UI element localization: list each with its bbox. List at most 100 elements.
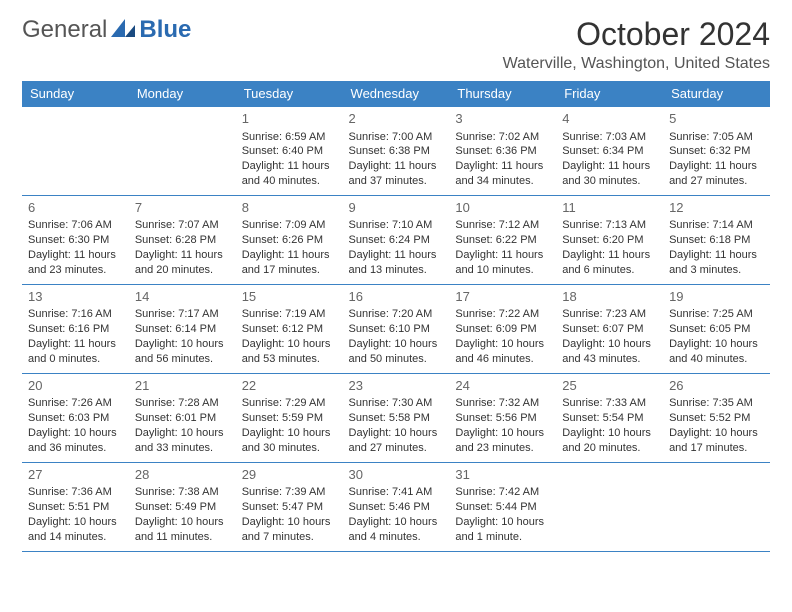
day-sunset: Sunset: 6:03 PM	[28, 411, 123, 426]
day-sunrise: Sunrise: 7:03 AM	[562, 130, 657, 145]
calendar-day-cell: 4Sunrise: 7:03 AMSunset: 6:34 PMDaylight…	[556, 107, 663, 196]
day-sunset: Sunset: 6:24 PM	[349, 233, 444, 248]
day-sunset: Sunset: 6:34 PM	[562, 144, 657, 159]
weekday-header: Friday	[556, 81, 663, 107]
calendar-day-cell: 7Sunrise: 7:07 AMSunset: 6:28 PMDaylight…	[129, 195, 236, 284]
weekday-header: Monday	[129, 81, 236, 107]
location-label: Waterville, Washington, United States	[22, 55, 770, 73]
day-daylight1: Daylight: 10 hours	[455, 337, 550, 352]
day-daylight2: and 53 minutes.	[242, 352, 337, 367]
day-sunset: Sunset: 5:49 PM	[135, 500, 230, 515]
day-daylight2: and 10 minutes.	[455, 263, 550, 278]
day-number: 5	[669, 110, 764, 128]
calendar-week-row: 6Sunrise: 7:06 AMSunset: 6:30 PMDaylight…	[22, 195, 770, 284]
day-sunset: Sunset: 5:46 PM	[349, 500, 444, 515]
day-daylight2: and 6 minutes.	[562, 263, 657, 278]
calendar-day-cell: 6Sunrise: 7:06 AMSunset: 6:30 PMDaylight…	[22, 195, 129, 284]
day-daylight2: and 17 minutes.	[669, 441, 764, 456]
logo: General Blue	[22, 16, 191, 44]
day-sunrise: Sunrise: 7:36 AM	[28, 485, 123, 500]
day-number: 21	[135, 377, 230, 395]
day-number: 30	[349, 466, 444, 484]
day-sunrise: Sunrise: 7:28 AM	[135, 396, 230, 411]
day-sunset: Sunset: 6:10 PM	[349, 322, 444, 337]
day-sunset: Sunset: 6:18 PM	[669, 233, 764, 248]
day-sunset: Sunset: 6:26 PM	[242, 233, 337, 248]
day-number: 9	[349, 199, 444, 217]
calendar-week-row: 1Sunrise: 6:59 AMSunset: 6:40 PMDaylight…	[22, 107, 770, 196]
calendar-week-row: 20Sunrise: 7:26 AMSunset: 6:03 PMDayligh…	[22, 373, 770, 462]
day-daylight1: Daylight: 10 hours	[455, 515, 550, 530]
day-sunrise: Sunrise: 7:23 AM	[562, 307, 657, 322]
day-sunset: Sunset: 6:32 PM	[669, 144, 764, 159]
calendar-day-cell	[663, 462, 770, 551]
day-daylight2: and 43 minutes.	[562, 352, 657, 367]
calendar-day-cell: 12Sunrise: 7:14 AMSunset: 6:18 PMDayligh…	[663, 195, 770, 284]
calendar-day-cell: 8Sunrise: 7:09 AMSunset: 6:26 PMDaylight…	[236, 195, 343, 284]
day-sunset: Sunset: 6:20 PM	[562, 233, 657, 248]
day-sunset: Sunset: 6:12 PM	[242, 322, 337, 337]
day-daylight1: Daylight: 10 hours	[28, 426, 123, 441]
day-daylight2: and 27 minutes.	[349, 441, 444, 456]
day-daylight2: and 3 minutes.	[669, 263, 764, 278]
day-daylight1: Daylight: 10 hours	[562, 337, 657, 352]
day-number: 25	[562, 377, 657, 395]
day-sunrise: Sunrise: 7:41 AM	[349, 485, 444, 500]
calendar-day-cell: 25Sunrise: 7:33 AMSunset: 5:54 PMDayligh…	[556, 373, 663, 462]
calendar-day-cell: 11Sunrise: 7:13 AMSunset: 6:20 PMDayligh…	[556, 195, 663, 284]
day-number: 24	[455, 377, 550, 395]
calendar-day-cell: 19Sunrise: 7:25 AMSunset: 6:05 PMDayligh…	[663, 284, 770, 373]
day-daylight2: and 23 minutes.	[28, 263, 123, 278]
calendar-day-cell: 10Sunrise: 7:12 AMSunset: 6:22 PMDayligh…	[449, 195, 556, 284]
day-number: 3	[455, 110, 550, 128]
day-sunrise: Sunrise: 7:06 AM	[28, 218, 123, 233]
calendar-day-cell: 26Sunrise: 7:35 AMSunset: 5:52 PMDayligh…	[663, 373, 770, 462]
day-sunset: Sunset: 6:09 PM	[455, 322, 550, 337]
logo-text-1: General	[22, 16, 107, 44]
day-sunrise: Sunrise: 7:14 AM	[669, 218, 764, 233]
logo-text-2: Blue	[139, 16, 191, 44]
day-sunrise: Sunrise: 7:16 AM	[28, 307, 123, 322]
day-daylight2: and 13 minutes.	[349, 263, 444, 278]
day-daylight2: and 27 minutes.	[669, 174, 764, 189]
day-daylight1: Daylight: 10 hours	[242, 426, 337, 441]
day-number: 14	[135, 288, 230, 306]
day-daylight1: Daylight: 10 hours	[349, 337, 444, 352]
day-sunset: Sunset: 5:54 PM	[562, 411, 657, 426]
weekday-header: Tuesday	[236, 81, 343, 107]
calendar-day-cell	[22, 107, 129, 196]
day-daylight2: and 7 minutes.	[242, 530, 337, 545]
day-daylight1: Daylight: 11 hours	[242, 248, 337, 263]
calendar-day-cell: 14Sunrise: 7:17 AMSunset: 6:14 PMDayligh…	[129, 284, 236, 373]
day-daylight2: and 0 minutes.	[28, 352, 123, 367]
day-daylight2: and 34 minutes.	[455, 174, 550, 189]
calendar-day-cell: 29Sunrise: 7:39 AMSunset: 5:47 PMDayligh…	[236, 462, 343, 551]
day-daylight2: and 4 minutes.	[349, 530, 444, 545]
day-sunrise: Sunrise: 7:13 AM	[562, 218, 657, 233]
day-sunrise: Sunrise: 7:09 AM	[242, 218, 337, 233]
calendar-day-cell: 15Sunrise: 7:19 AMSunset: 6:12 PMDayligh…	[236, 284, 343, 373]
calendar-table: SundayMondayTuesdayWednesdayThursdayFrid…	[22, 81, 770, 552]
page-title: October 2024	[576, 16, 770, 53]
day-sunrise: Sunrise: 7:26 AM	[28, 396, 123, 411]
weekday-header: Wednesday	[343, 81, 450, 107]
day-number: 13	[28, 288, 123, 306]
calendar-day-cell: 24Sunrise: 7:32 AMSunset: 5:56 PMDayligh…	[449, 373, 556, 462]
day-daylight1: Daylight: 10 hours	[242, 515, 337, 530]
day-number: 11	[562, 199, 657, 217]
day-daylight1: Daylight: 10 hours	[135, 426, 230, 441]
calendar-day-cell: 5Sunrise: 7:05 AMSunset: 6:32 PMDaylight…	[663, 107, 770, 196]
day-number: 2	[349, 110, 444, 128]
day-sunrise: Sunrise: 7:38 AM	[135, 485, 230, 500]
day-daylight2: and 11 minutes.	[135, 530, 230, 545]
calendar-day-cell: 16Sunrise: 7:20 AMSunset: 6:10 PMDayligh…	[343, 284, 450, 373]
day-sunrise: Sunrise: 7:00 AM	[349, 130, 444, 145]
calendar-day-cell: 22Sunrise: 7:29 AMSunset: 5:59 PMDayligh…	[236, 373, 343, 462]
day-sunrise: Sunrise: 7:30 AM	[349, 396, 444, 411]
day-sunset: Sunset: 5:51 PM	[28, 500, 123, 515]
day-number: 23	[349, 377, 444, 395]
day-daylight1: Daylight: 11 hours	[242, 159, 337, 174]
day-sunrise: Sunrise: 7:42 AM	[455, 485, 550, 500]
day-daylight2: and 36 minutes.	[28, 441, 123, 456]
day-daylight1: Daylight: 10 hours	[455, 426, 550, 441]
